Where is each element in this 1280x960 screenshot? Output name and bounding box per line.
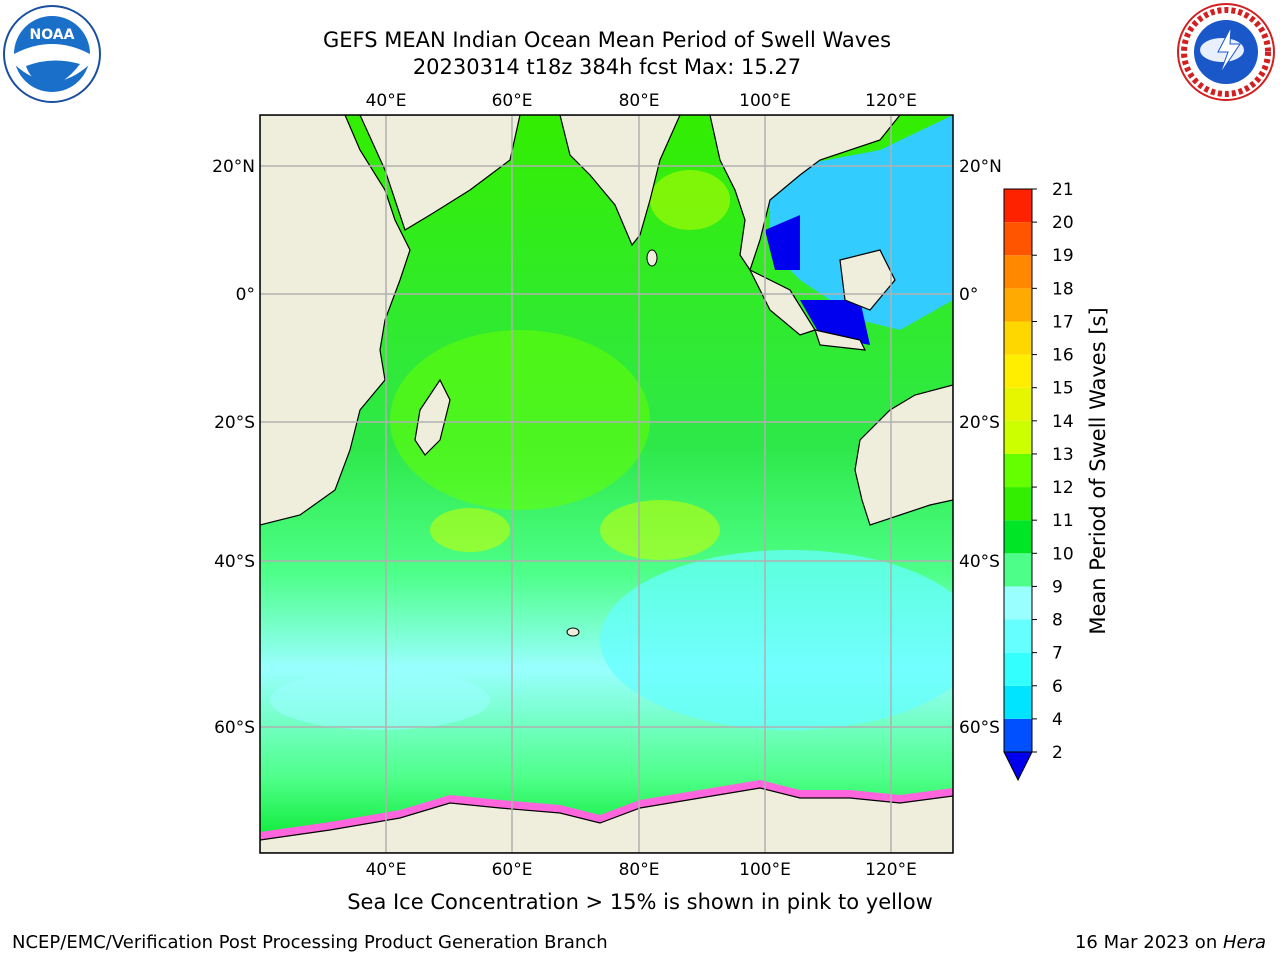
- lon-tick-bottom-100e: 100°E: [739, 860, 791, 880]
- lon-tick-top-80e: 80°E: [619, 91, 660, 111]
- land-kerguelen: [566, 627, 580, 637]
- colorbar-label: Mean Period of Swell Waves [s]: [1086, 307, 1110, 634]
- nws-logo-icon: [1177, 3, 1275, 101]
- lon-tick-bottom-40e: 40°E: [366, 860, 407, 880]
- colorbar-tick-label: 16: [1052, 346, 1074, 366]
- colorbar-tick-label: 21: [1052, 180, 1074, 200]
- swell-patch-southwest: [270, 670, 490, 730]
- colorbar-tick-label: 6: [1052, 677, 1063, 697]
- colorbar-tick-label: 10: [1052, 544, 1074, 564]
- land-sumatra: [748, 268, 816, 336]
- colorbar-tick-label: 17: [1052, 312, 1074, 332]
- colorbar-segment: [1004, 652, 1032, 686]
- lat-tick-right-0: 0°: [959, 285, 978, 305]
- lat-tick-left-60s: 60°S: [214, 718, 255, 738]
- lat-tick-right-20n: 20°N: [959, 157, 1002, 177]
- colorbar-segment: [1004, 586, 1032, 620]
- colorbar-segment: [1004, 420, 1032, 454]
- swell-patch-south-china-sea: [770, 115, 953, 330]
- colorbar-segment: [1004, 685, 1032, 719]
- colorbar-tick-label: 13: [1052, 445, 1074, 465]
- land-sri-lanka: [646, 249, 658, 267]
- lon-tick-bottom-80e: 80°E: [619, 860, 660, 880]
- swell-patch-central: [390, 330, 650, 510]
- swell-patch-west: [430, 508, 510, 552]
- land-antarctica: [260, 787, 953, 853]
- sea-ice-footnote: Sea Ice Concentration > 15% is shown in …: [347, 890, 933, 914]
- colorbar-segment: [1004, 387, 1032, 421]
- lat-tick-right-60s: 60°S: [959, 718, 1000, 738]
- colorbar-segment: [1004, 487, 1032, 521]
- swell-patch-southeast: [600, 550, 953, 730]
- colorbar-segment: [1004, 718, 1032, 752]
- colorbar-tick-label: 15: [1052, 379, 1074, 399]
- land-india: [559, 115, 681, 247]
- land-madagascar: [414, 378, 451, 456]
- colorbar-tick-label: 2: [1052, 743, 1063, 763]
- colorbar-segment: [1004, 189, 1032, 223]
- lon-tick-top-100e: 100°E: [739, 91, 791, 111]
- swell-patch-bay-of-bengal: [650, 170, 730, 230]
- noaa-logo-icon: NOAA: [3, 5, 101, 103]
- land-java: [814, 329, 867, 351]
- lat-tick-left-20n: 20°N: [212, 157, 255, 177]
- footer-date: 16 Mar 2023 on Hera: [1075, 932, 1266, 953]
- colorbar-tick-label: 20: [1052, 213, 1074, 233]
- colorbar-tick-label: 9: [1052, 577, 1063, 597]
- colorbar-segment: [1004, 453, 1032, 488]
- swell-patch-max: [600, 500, 720, 560]
- lat-tick-left-20s: 20°S: [214, 413, 255, 433]
- colorbar-tick-label: 8: [1052, 611, 1063, 631]
- title-line-1: GEFS MEAN Indian Ocean Mean Period of Sw…: [322, 28, 892, 52]
- colorbar-segment: [1004, 222, 1032, 256]
- colorbar-segment: [1004, 288, 1032, 322]
- colorbar-tick-label: 11: [1052, 511, 1074, 531]
- land-arabia: [359, 115, 521, 231]
- title-line-2: 20230314 t18z 384h fcst Max: 15.27: [412, 55, 802, 79]
- lon-tick-bottom-60e: 60°E: [492, 860, 533, 880]
- lat-tick-right-40s: 40°S: [959, 552, 1000, 572]
- swell-patch-gulf-of-thailand: [765, 215, 800, 270]
- colorbar-tick-label: 19: [1052, 246, 1074, 266]
- colorbar-tick-label: 7: [1052, 644, 1063, 664]
- colorbar-segment: [1004, 619, 1032, 653]
- colorbar-segment: [1004, 354, 1032, 388]
- footer-date-text: 16 Mar 2023 on: [1074, 932, 1223, 953]
- lon-tick-top-40e: 40°E: [366, 91, 407, 111]
- colorbar-tick-label: 12: [1052, 478, 1074, 498]
- colorbar-tick-label: 14: [1052, 412, 1074, 432]
- footer-host: Hera: [1222, 932, 1266, 953]
- colorbar-tick-label: 18: [1052, 279, 1074, 299]
- noaa-logo-text: NOAA: [30, 27, 75, 43]
- colorbar-segment: [1004, 321, 1032, 355]
- colorbar-under-arrow: [1003, 751, 1033, 782]
- colorbar-segment: [1004, 520, 1032, 554]
- lon-tick-top-120e: 120°E: [865, 91, 917, 111]
- land-australia: [854, 384, 953, 526]
- colorbar: 2 4 6 7 8 9 10 11 12 13 14 15 16 17 18 19 20 21: [1003, 180, 1074, 782]
- footer-branch: NCEP/EMC/Verification Post Processing Pr…: [12, 932, 608, 953]
- lat-tick-right-20s: 20°S: [959, 413, 1000, 433]
- colorbar-segment: [1004, 553, 1032, 587]
- lon-tick-bottom-120e: 120°E: [865, 860, 917, 880]
- swell-patch-java-sea: [800, 300, 870, 345]
- lon-tick-top-60e: 60°E: [492, 91, 533, 111]
- colorbar-segment: [1004, 255, 1032, 289]
- map-frame: [259, 114, 954, 854]
- colorbar-tick-label: 4: [1052, 710, 1063, 730]
- lat-tick-left-0: 0°: [236, 285, 255, 305]
- lat-tick-left-40s: 40°S: [214, 552, 255, 572]
- gridlines: [260, 115, 953, 853]
- land-southeast-asia: [709, 115, 901, 272]
